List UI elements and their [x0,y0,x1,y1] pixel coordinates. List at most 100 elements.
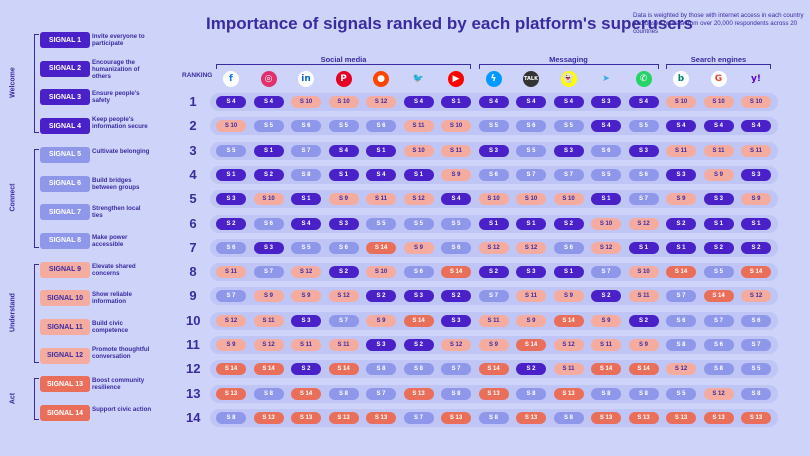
rank-cell: S 6 [591,144,621,157]
rank-cell: S 12 [216,314,246,327]
signal-badge: SIGNAL 5 [40,146,90,163]
rank-cell: S 14 [628,363,659,376]
rank-cell: S 12 [478,241,509,254]
rank-cell: S 2 [666,217,696,230]
rank-cell: S 10 [516,193,546,206]
rank-cell: S 14 [328,363,359,376]
signal-badge: SIGNAL 8 [40,232,90,249]
rank-cell: S 5 [741,363,771,376]
rank-cell: S 14 [291,387,321,400]
rank-cell: S 11 [403,120,434,133]
rank-cell: S 4 [591,120,621,133]
messenger-icon: ϟ [485,71,502,87]
rank-cell: S 4 [703,120,734,133]
rank-cell: S 2 [403,339,434,351]
signal-badge: SIGNAL 11 [40,319,90,335]
rank-cell: S 11 [666,144,696,157]
rank-cell: S 12 [628,217,659,230]
rank-cell: S 14 [553,314,584,327]
rank-cell: S 9 [741,193,771,206]
rank-cell: S 6 [291,120,321,133]
group-bracket [34,263,35,362]
rank-cell: S 8 [478,411,509,424]
telegram-icon: ➤ [598,71,614,87]
rank-cell: S 9 [591,314,621,327]
rank-cell: S 10 [403,144,434,157]
rank-cell: S 8 [253,387,284,400]
rank-cell: S 4 [291,217,321,230]
rank-cell: S 7 [666,290,696,303]
facebook-icon: f [223,71,239,87]
rank-cell: S 12 [553,339,584,351]
rank-cell: S 8 [741,387,771,400]
rank-cell: S 8 [516,387,546,400]
rank-cell: S 7 [591,266,621,279]
rank-cell: S 12 [253,339,284,351]
rank-cell: S 13 [553,387,584,400]
instagram-icon: ◎ [260,71,277,87]
rank-cell: S 6 [741,314,771,327]
group-bracket-tick [34,378,39,380]
rank-cell: S 6 [403,266,434,279]
rank-cell: S 12 [366,96,396,108]
signal-description: Invite everyone to participate [92,33,145,47]
rank-cell: S 8 [628,387,659,400]
group-label: Understand [9,292,17,332]
rank-cell: S 7 [516,168,546,181]
rank-cell: S 11 [216,266,246,279]
signal-badge: SIGNAL 10 [40,290,90,307]
rank-cell: S 1 [741,217,771,230]
rank-cell: S 3 [741,168,771,181]
rank-cell: S 10 [216,120,246,133]
rank-cell: S 1 [591,193,621,206]
signal-description: Make power accessible [92,233,128,248]
rank-number: 8 [189,264,197,280]
rank-cell: S 6 [703,339,734,351]
rank-cell: S 3 [591,96,621,108]
rank-cell: S 7 [328,314,359,327]
rank-cell: S 5 [591,168,621,181]
rank-number: 2 [189,118,197,134]
group-label: Act [9,392,17,404]
rank-cell: S 13 [253,411,284,424]
rank-cell: S 10 [366,266,396,279]
group-bracket-tick [34,263,39,265]
signal-description: Keep people's information secure [92,116,148,131]
rank-cell: S 5 [366,217,396,230]
rank-cell: S 6 [253,217,284,230]
group-bracket-tick [34,361,39,363]
rank-cell: S 8 [553,411,584,424]
rank-cell: S 4 [366,168,396,181]
rank-cell: S 14 [403,314,434,327]
youtube-icon: ▶ [448,71,464,87]
rank-cell: S 12 [591,241,621,254]
rank-number: 9 [189,288,197,304]
rank-cell: S 11 [628,290,659,303]
rank-cell: S 14 [741,266,771,279]
rank-number: 1 [189,94,197,109]
category-line [666,64,771,65]
rank-cell: S 10 [553,193,584,206]
group-bracket-tick [34,246,39,248]
rank-cell: S 1 [516,217,546,230]
rank-cell: S 10 [478,193,509,206]
signal-description: Support civic action [92,406,152,414]
rank-cell: S 3 [703,193,734,206]
rank-cell: S 8 [328,387,359,400]
rank-cell: S 8 [441,387,471,400]
rank-cell: S 1 [441,96,471,108]
methodology-note: Data is weighted by those with internet … [633,12,804,35]
rank-cell: S 7 [253,266,284,279]
signal-badge: SIGNAL 7 [40,204,90,221]
rank-cell: S 11 [253,314,284,327]
rank-cell: S 11 [441,144,471,157]
category-line-end [216,64,217,69]
rank-cell: S 1 [328,168,359,181]
rank-cell: S 13 [666,411,696,424]
rank-cell: S 4 [441,193,471,206]
rank-cell: S 1 [366,144,396,157]
rank-cell: S 2 [441,290,471,303]
rank-cell: S 13 [366,411,396,424]
rank-cell: S 12 [441,339,471,351]
rank-cell: S 4 [216,96,246,108]
